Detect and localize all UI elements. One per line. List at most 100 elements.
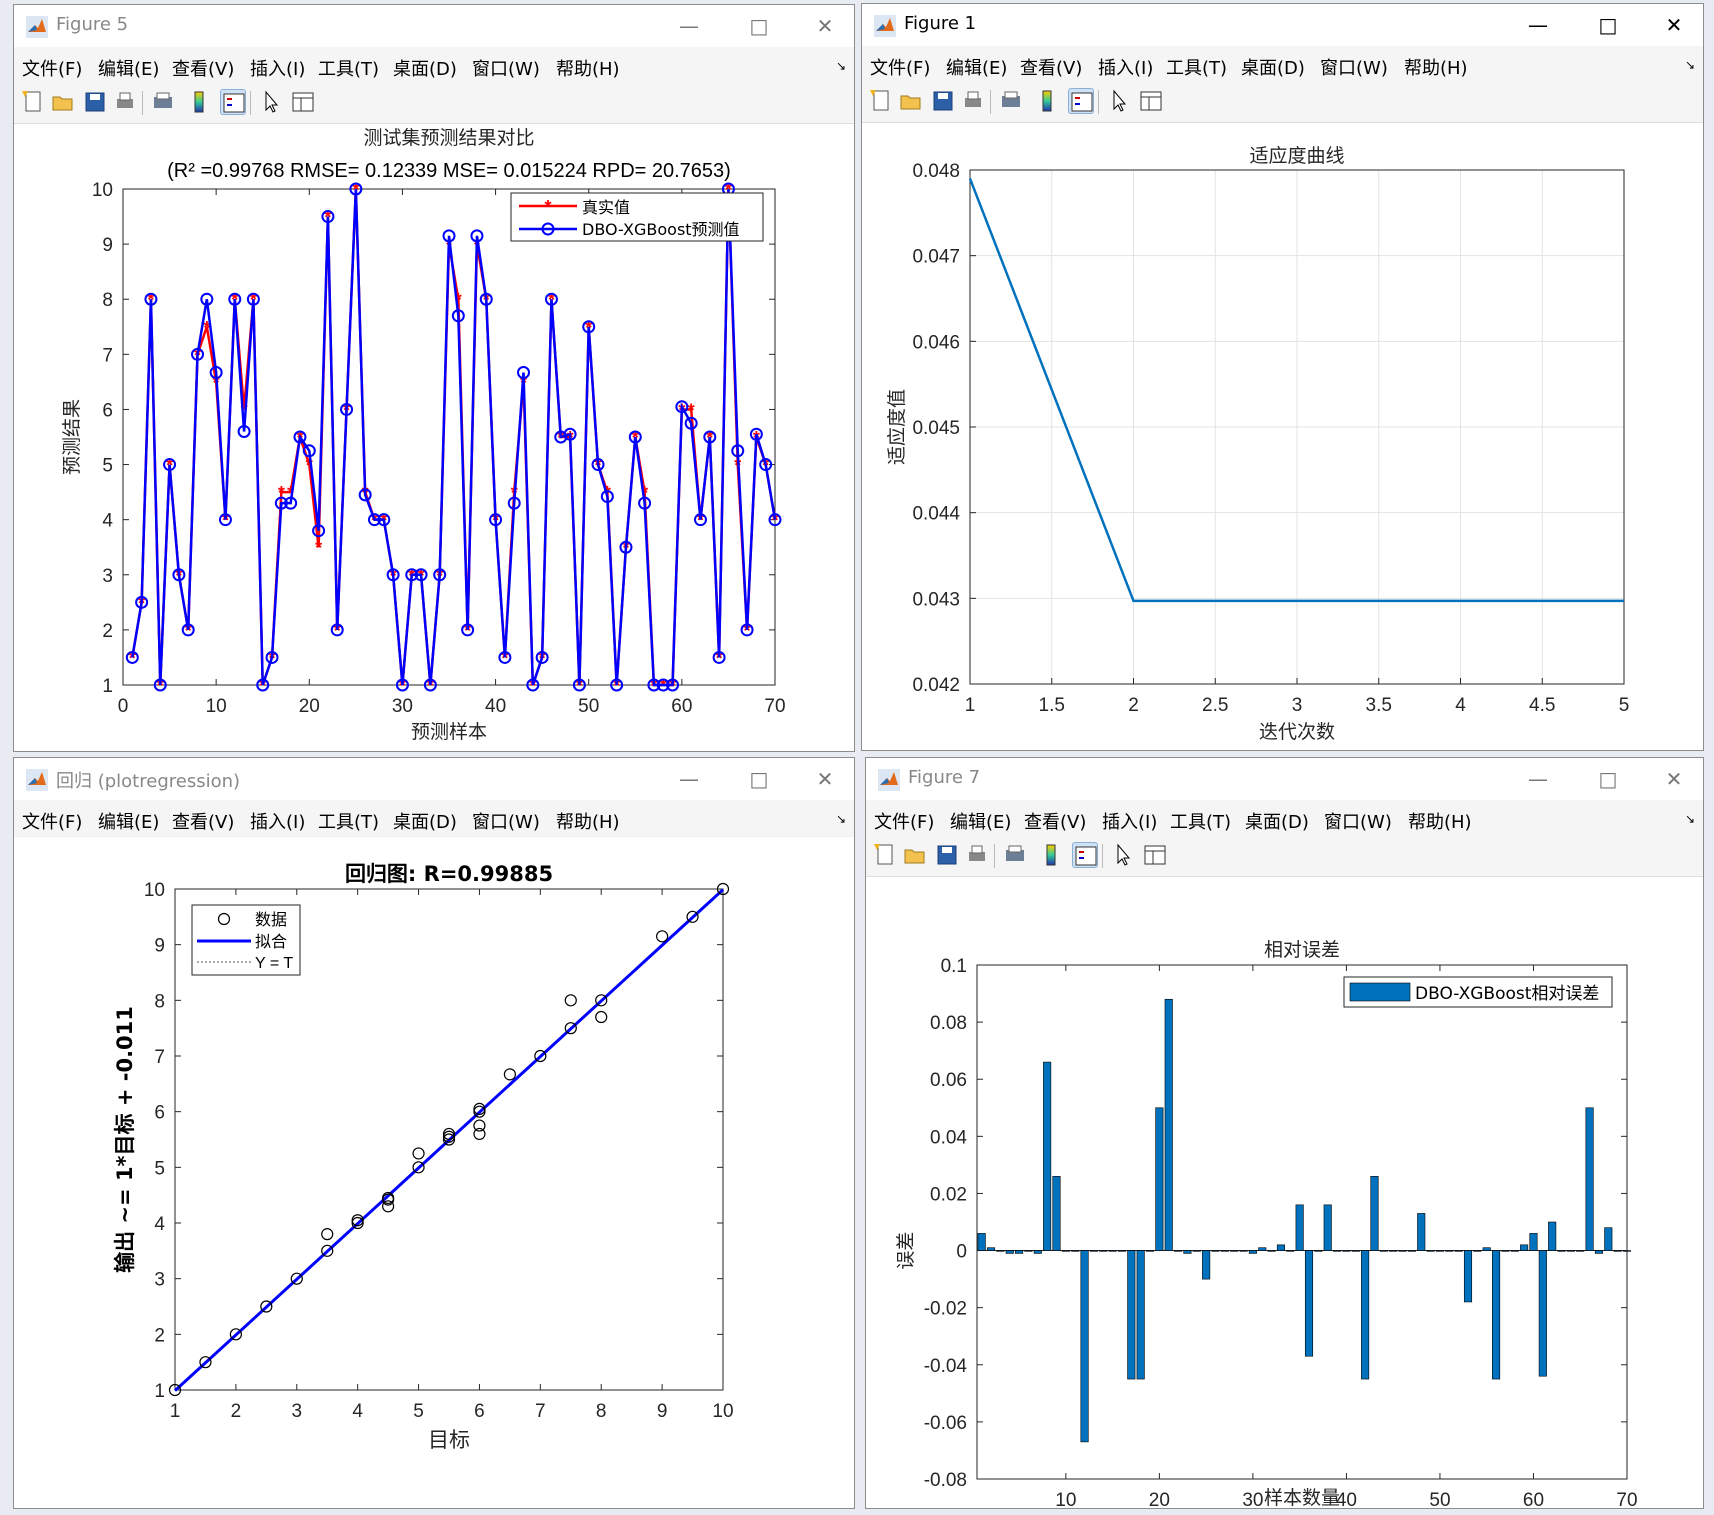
new-file-button[interactable] bbox=[868, 88, 894, 114]
predicted-marker bbox=[768, 513, 782, 527]
print-button[interactable] bbox=[112, 89, 138, 115]
property-editor-icon bbox=[1144, 845, 1166, 865]
open-folder-button[interactable] bbox=[898, 88, 924, 114]
property-editor-button[interactable] bbox=[290, 89, 316, 115]
legend-button[interactable] bbox=[1068, 88, 1094, 114]
menu-desktop[interactable]: 桌面(D) bbox=[393, 59, 457, 80]
property-editor-button[interactable] bbox=[1138, 88, 1164, 114]
error-bar bbox=[1080, 1250, 1089, 1443]
pointer-button[interactable] bbox=[258, 89, 284, 115]
print-button[interactable] bbox=[960, 88, 986, 114]
menu-edit[interactable]: 编辑(E) bbox=[98, 59, 160, 80]
colorbar-icon bbox=[1046, 844, 1056, 866]
print-preview-button[interactable] bbox=[1002, 842, 1028, 868]
true-value-marker: * bbox=[771, 511, 778, 531]
minimize-button[interactable]: — bbox=[679, 14, 699, 38]
minimize-button[interactable]: — bbox=[1528, 767, 1548, 791]
menu-tools[interactable]: 工具(T) bbox=[318, 812, 380, 833]
menu-desktop[interactable]: 桌面(D) bbox=[393, 812, 457, 833]
menu-help[interactable]: 帮助(H) bbox=[1408, 812, 1472, 833]
colorbar-button[interactable] bbox=[1038, 842, 1064, 868]
menu-tools[interactable]: 工具(T) bbox=[1170, 812, 1232, 833]
close-button[interactable]: ✕ bbox=[1665, 13, 1683, 37]
save-button[interactable] bbox=[934, 842, 960, 868]
maximize-button[interactable]: □ bbox=[749, 14, 769, 38]
maximize-button[interactable]: □ bbox=[1598, 767, 1618, 791]
figure-7-window[interactable]: Figure 7 — □ ✕ 文件(F) 编辑(E) 查看(V) 插入(I) 工… bbox=[865, 757, 1704, 1509]
maximize-button[interactable]: □ bbox=[749, 767, 769, 791]
print-button[interactable] bbox=[964, 842, 990, 868]
open-folder-button[interactable] bbox=[902, 842, 928, 868]
colorbar-button[interactable] bbox=[186, 89, 212, 115]
new-file-button[interactable] bbox=[872, 842, 898, 868]
menu-insert[interactable]: 插入(I) bbox=[250, 59, 306, 80]
menu-window[interactable]: 窗口(W) bbox=[1320, 58, 1388, 79]
title-bar[interactable]: Figure 7 — □ ✕ bbox=[866, 758, 1703, 800]
menu-insert[interactable]: 插入(I) bbox=[1098, 58, 1154, 79]
save-button[interactable] bbox=[930, 88, 956, 114]
new-file-button[interactable] bbox=[20, 89, 46, 115]
true-value-marker: * bbox=[529, 676, 536, 696]
maximize-button[interactable]: □ bbox=[1598, 13, 1618, 37]
chart-subtitle: (R² =0.99768 RMSE= 0.12339 MSE= 0.015224… bbox=[167, 160, 731, 182]
pointer-button[interactable] bbox=[1106, 88, 1132, 114]
menu-help[interactable]: 帮助(H) bbox=[1404, 58, 1468, 79]
menu-tools[interactable]: 工具(T) bbox=[318, 59, 380, 80]
true-value-marker: * bbox=[576, 676, 583, 696]
dock-arrow-icon[interactable]: ↘ bbox=[1684, 58, 1695, 72]
menu-view[interactable]: 查看(V) bbox=[1024, 812, 1087, 833]
menu-window[interactable]: 窗口(W) bbox=[1324, 812, 1392, 833]
dock-arrow-icon[interactable]: ↘ bbox=[835, 59, 846, 73]
colorbar-button[interactable] bbox=[1034, 88, 1060, 114]
menu-insert[interactable]: 插入(I) bbox=[250, 812, 306, 833]
figure-5-window[interactable]: Figure 5 — □ ✕ 文件(F) 编辑(E) 查看(V) 插入(I) 工… bbox=[13, 4, 855, 752]
dock-arrow-icon[interactable]: ↘ bbox=[835, 812, 846, 826]
menu-desktop[interactable]: 桌面(D) bbox=[1241, 58, 1305, 79]
print-preview-button[interactable] bbox=[998, 88, 1024, 114]
menu-view[interactable]: 查看(V) bbox=[172, 812, 235, 833]
menu-help[interactable]: 帮助(H) bbox=[556, 812, 620, 833]
menu-edit[interactable]: 编辑(E) bbox=[950, 812, 1012, 833]
menu-desktop[interactable]: 桌面(D) bbox=[1245, 812, 1309, 833]
save-button[interactable] bbox=[82, 89, 108, 115]
x-tick-label: 50 bbox=[1429, 1490, 1450, 1509]
menu-insert[interactable]: 插入(I) bbox=[1102, 812, 1158, 833]
legend-button[interactable] bbox=[220, 89, 246, 115]
true-value-marker: * bbox=[203, 318, 210, 338]
pointer-icon bbox=[265, 90, 279, 113]
figure-1-window[interactable]: Figure 1 — □ ✕ 文件(F) 编辑(E) 查看(V) 插入(I) 工… bbox=[861, 3, 1704, 751]
figure-canvas: 10 20 30 40 50 60 70 -0.08 -0.06 -0.04 -0.02 0 0.02 0… bbox=[866, 877, 1703, 1508]
menu-edit[interactable]: 编辑(E) bbox=[946, 58, 1008, 79]
y-tick-label: 0 bbox=[956, 1242, 967, 1263]
minimize-button[interactable]: — bbox=[1528, 13, 1548, 37]
pointer-button[interactable] bbox=[1110, 842, 1136, 868]
title-bar[interactable]: Figure 5 — □ ✕ bbox=[14, 5, 854, 47]
menu-window[interactable]: 窗口(W) bbox=[472, 812, 540, 833]
menu-file[interactable]: 文件(F) bbox=[22, 812, 83, 833]
regression-window[interactable]: 回归 (plotregression) — □ ✕ 文件(F) 编辑(E) 查看… bbox=[13, 757, 855, 1509]
close-button[interactable]: ✕ bbox=[1665, 767, 1683, 791]
predicted-marker bbox=[544, 292, 558, 306]
predicted-marker bbox=[293, 430, 307, 444]
menu-file[interactable]: 文件(F) bbox=[874, 812, 935, 833]
legend-button[interactable] bbox=[1072, 842, 1098, 868]
print-preview-button[interactable] bbox=[150, 89, 176, 115]
property-editor-button[interactable] bbox=[1142, 842, 1168, 868]
close-button[interactable]: ✕ bbox=[816, 767, 834, 791]
menu-view[interactable]: 查看(V) bbox=[172, 59, 235, 80]
menu-edit[interactable]: 编辑(E) bbox=[98, 812, 160, 833]
x-tick-label: 70 bbox=[764, 696, 785, 717]
menu-help[interactable]: 帮助(H) bbox=[556, 59, 620, 80]
menu-window[interactable]: 窗口(W) bbox=[472, 59, 540, 80]
menu-view[interactable]: 查看(V) bbox=[1020, 58, 1083, 79]
title-bar[interactable]: Figure 1 — □ ✕ bbox=[862, 4, 1703, 46]
close-button[interactable]: ✕ bbox=[816, 14, 834, 38]
open-folder-button[interactable] bbox=[50, 89, 76, 115]
menu-file[interactable]: 文件(F) bbox=[22, 59, 83, 80]
x-tick-label: 4.5 bbox=[1529, 695, 1555, 716]
minimize-button[interactable]: — bbox=[679, 767, 699, 791]
menu-tools[interactable]: 工具(T) bbox=[1166, 58, 1228, 79]
menu-file[interactable]: 文件(F) bbox=[870, 58, 931, 79]
title-bar[interactable]: 回归 (plotregression) — □ ✕ bbox=[14, 758, 854, 800]
dock-arrow-icon[interactable]: ↘ bbox=[1684, 812, 1695, 826]
